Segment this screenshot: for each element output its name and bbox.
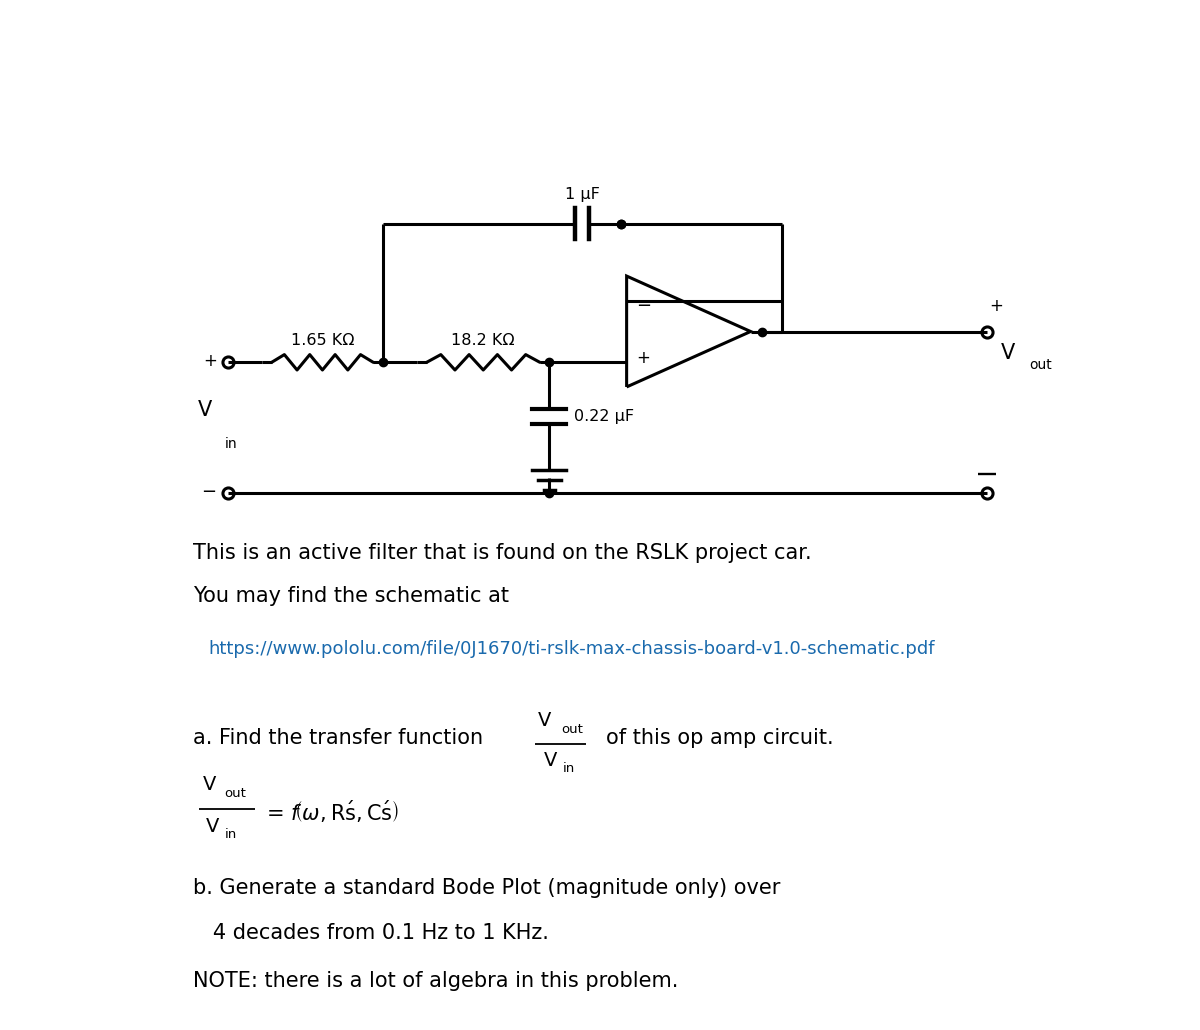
Text: This is an active filter that is found on the RSLK project car.: This is an active filter that is found o… bbox=[193, 543, 811, 563]
Text: V: V bbox=[538, 712, 551, 730]
Text: 1 μF: 1 μF bbox=[565, 187, 600, 202]
Text: 1.65 KΩ: 1.65 KΩ bbox=[290, 334, 354, 348]
Text: in: in bbox=[224, 828, 236, 842]
Text: You may find the schematic at: You may find the schematic at bbox=[193, 586, 509, 606]
Text: V: V bbox=[203, 775, 216, 793]
Text: −: − bbox=[202, 483, 217, 501]
Text: = $f\!\left(\omega,\mathrm{R\'s,C\'s}\right)$: = $f\!\left(\omega,\mathrm{R\'s,C\'s}\ri… bbox=[266, 798, 400, 824]
Text: 4 decades from 0.1 Hz to 1 KHz.: 4 decades from 0.1 Hz to 1 KHz. bbox=[193, 923, 548, 942]
Text: +: + bbox=[203, 352, 217, 370]
Text: of this op amp circuit.: of this op amp circuit. bbox=[606, 728, 833, 748]
Text: −: − bbox=[636, 297, 652, 315]
Text: +: + bbox=[637, 349, 650, 368]
Text: 18.2 KΩ: 18.2 KΩ bbox=[451, 334, 515, 348]
Text: 0.22 μF: 0.22 μF bbox=[574, 409, 634, 423]
Text: V: V bbox=[1001, 343, 1015, 363]
Text: V: V bbox=[206, 817, 220, 836]
Text: V: V bbox=[544, 752, 557, 770]
Text: NOTE: there is a lot of algebra in this problem.: NOTE: there is a lot of algebra in this … bbox=[193, 970, 678, 991]
Text: in: in bbox=[563, 762, 575, 775]
Text: out: out bbox=[560, 723, 583, 735]
Text: https://www.pololu.com/file/0J1670/ti-rslk-max-chassis-board-v1.0-schematic.pdf: https://www.pololu.com/file/0J1670/ti-rs… bbox=[208, 640, 935, 657]
Text: out: out bbox=[1030, 358, 1052, 373]
Text: out: out bbox=[224, 787, 246, 799]
Text: in: in bbox=[226, 437, 238, 451]
Text: a. Find the transfer function: a. Find the transfer function bbox=[193, 728, 482, 748]
Text: +: + bbox=[989, 297, 1003, 314]
Text: V: V bbox=[198, 400, 212, 420]
Text: b. Generate a standard Bode Plot (magnitude only) over: b. Generate a standard Bode Plot (magnit… bbox=[193, 879, 780, 898]
